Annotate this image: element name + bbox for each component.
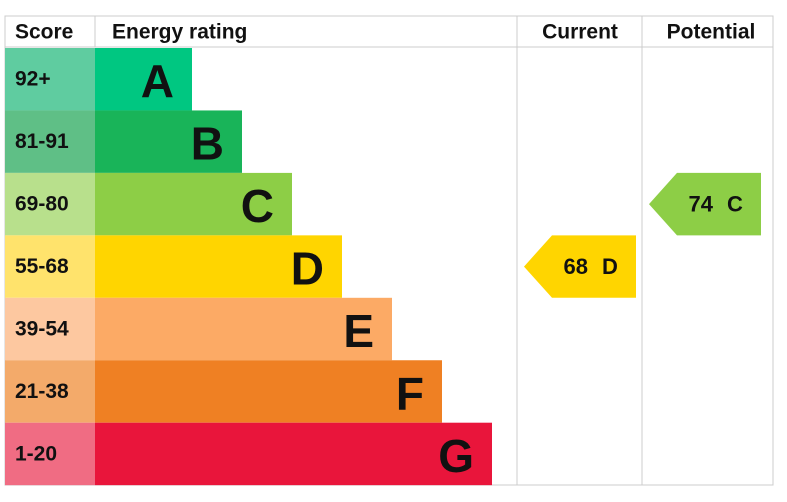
header: Energy rating	[112, 21, 247, 44]
header: Score	[15, 21, 73, 44]
current-arrow	[524, 235, 636, 298]
rating-bar	[95, 172, 292, 236]
score-label: 55-68	[15, 255, 69, 278]
rating-bar	[95, 110, 242, 173]
potential-arrow	[649, 172, 761, 236]
header: Current	[542, 21, 618, 44]
rating-letter: G	[438, 430, 474, 482]
rating-bar	[95, 235, 342, 298]
rating-letter: A	[141, 55, 174, 107]
rating-bar	[95, 360, 442, 423]
current-value: 68	[564, 254, 588, 279]
rating-letter: E	[343, 305, 374, 357]
potential-rating: C	[727, 192, 743, 217]
header: Potential	[667, 21, 756, 44]
score-label: 92+	[15, 68, 51, 91]
rating-bar	[95, 422, 492, 486]
score-cell	[5, 48, 95, 111]
score-cell	[5, 422, 95, 486]
rating-bar	[95, 297, 392, 361]
rating-letter: C	[241, 180, 274, 232]
score-label: 81-91	[15, 130, 69, 153]
rating-bar	[95, 48, 192, 111]
rating-letter: B	[191, 118, 224, 170]
score-label: 21-38	[15, 380, 69, 403]
score-cell	[5, 172, 95, 236]
score-label: 1-20	[15, 442, 57, 465]
current-rating: D	[602, 254, 618, 279]
score-cell	[5, 110, 95, 173]
score-cell	[5, 360, 95, 423]
score-cell	[5, 235, 95, 298]
rating-letter: D	[291, 243, 324, 295]
score-label: 39-54	[15, 318, 69, 341]
potential-value: 74	[689, 192, 714, 217]
rating-letter: F	[396, 367, 424, 419]
score-label: 69-80	[15, 193, 69, 216]
score-cell	[5, 297, 95, 361]
